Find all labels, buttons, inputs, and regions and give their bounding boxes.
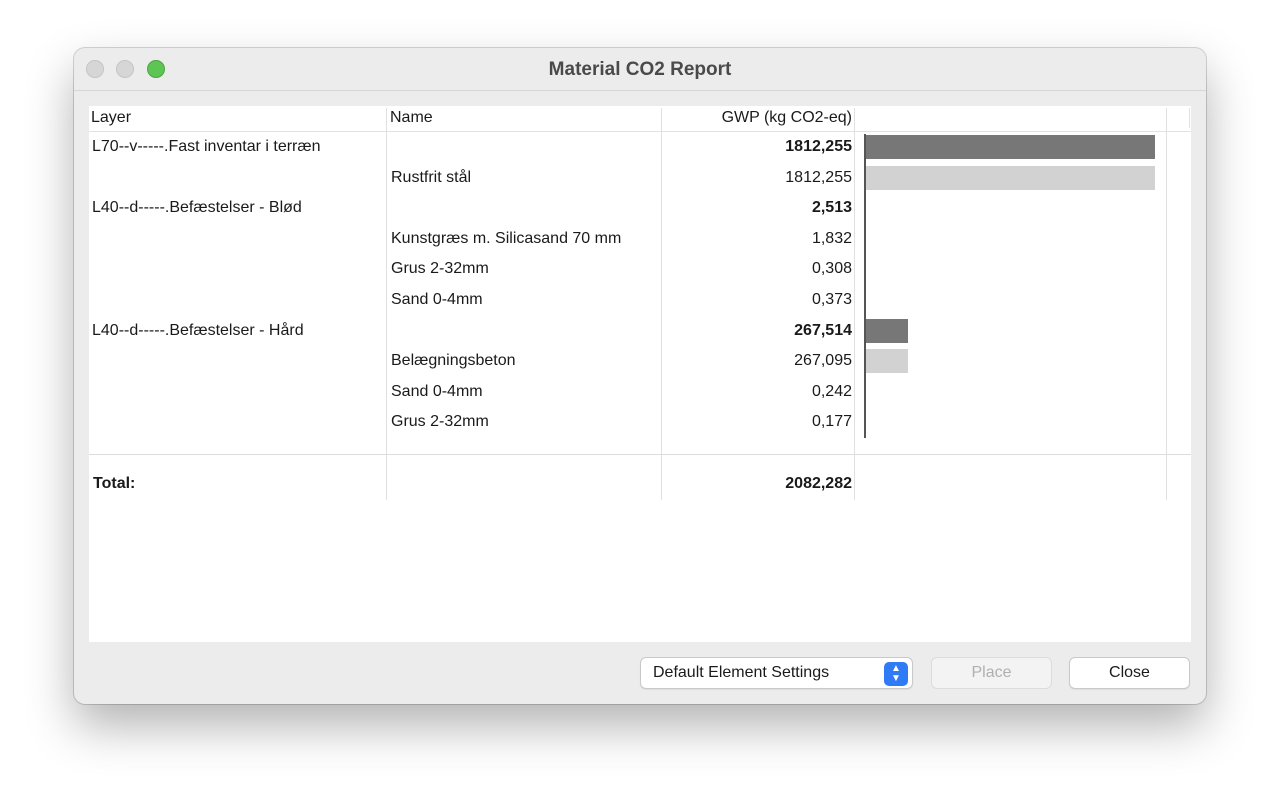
column-divider xyxy=(1166,108,1167,500)
close-button[interactable]: Close xyxy=(1069,657,1190,689)
gwp-value-cell: 2,513 xyxy=(811,199,852,217)
total-label: Total: xyxy=(93,475,136,492)
element-settings-select[interactable]: Default Element Settings ▲ ▼ xyxy=(640,657,913,689)
layer-cell: L70--v-----.Fast inventar i terræn xyxy=(92,138,321,155)
place-button[interactable]: Place xyxy=(931,657,1052,689)
material-name-cell: Kunstgræs m. Silicasand 70 mm xyxy=(391,229,622,247)
close-window-icon[interactable] xyxy=(86,60,104,78)
total-value: 2082,282 xyxy=(785,475,852,492)
column-divider xyxy=(386,108,387,500)
material-name-cell: Belægningsbeton xyxy=(391,352,516,370)
gwp-value-cell: 267,514 xyxy=(794,321,852,339)
gwp-value-cell: 267,095 xyxy=(794,352,852,370)
material-name-cell: Rustfrit stål xyxy=(391,168,472,186)
gwp-value-cell: 1,832 xyxy=(811,229,852,247)
gwp-value-cell: 0,373 xyxy=(811,291,852,308)
gwp-value-cell: 0,177 xyxy=(811,413,852,431)
column-divider xyxy=(661,108,662,500)
title-bar[interactable]: Material CO2 Report xyxy=(74,48,1206,91)
minimize-window-icon[interactable] xyxy=(116,60,134,78)
gwp-value-cell: 0,308 xyxy=(811,260,852,278)
report-table[interactable]: Layer Name GWP (kg CO2-eq) L70--v-----.F… xyxy=(89,106,1191,642)
gwp-value-cell: 1812,255 xyxy=(785,168,852,186)
column-divider xyxy=(854,108,855,500)
column-header-name[interactable]: Name xyxy=(390,109,433,126)
element-settings-value: Default Element Settings xyxy=(653,664,830,681)
column-header-gwp[interactable]: GWP (kg CO2-eq) xyxy=(721,109,852,126)
header-divider xyxy=(89,131,1191,132)
total-divider xyxy=(89,454,1191,455)
zoom-window-icon[interactable] xyxy=(147,60,165,78)
chevron-up-down-icon: ▲ ▼ xyxy=(884,662,908,686)
layer-cell: L40--d-----.Befæstelser - Blød xyxy=(92,199,302,217)
material-gwp-bar xyxy=(865,349,908,374)
material-name-cell: Sand 0-4mm xyxy=(391,382,483,400)
gwp-value-cell: 1812,255 xyxy=(785,138,852,155)
gwp-value-cell: 0,242 xyxy=(811,382,852,400)
layer-gwp-bar xyxy=(865,318,908,343)
material-name-cell: Grus 2-32mm xyxy=(391,413,489,431)
report-window: Material CO2 Report Layer Name GWP (kg C… xyxy=(74,48,1206,704)
material-gwp-bar xyxy=(865,165,1155,190)
column-divider xyxy=(1189,108,1190,128)
material-name-cell: Sand 0-4mm xyxy=(391,291,483,308)
layer-gwp-bar xyxy=(865,135,1155,159)
material-name-cell: Grus 2-32mm xyxy=(391,260,489,278)
window-title: Material CO2 Report xyxy=(548,59,732,80)
layer-cell: L40--d-----.Befæstelser - Hård xyxy=(92,321,304,339)
column-header-layer[interactable]: Layer xyxy=(91,109,132,126)
bar-axis xyxy=(864,134,866,438)
